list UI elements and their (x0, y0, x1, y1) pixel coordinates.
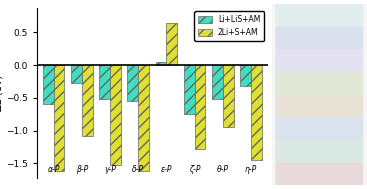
FancyBboxPatch shape (275, 49, 363, 72)
FancyBboxPatch shape (275, 163, 363, 185)
Y-axis label: ΔE (eV): ΔE (eV) (0, 74, 3, 111)
Text: ζ-P: ζ-P (189, 165, 200, 174)
FancyBboxPatch shape (275, 72, 363, 94)
Text: θ-P: θ-P (217, 165, 229, 174)
FancyBboxPatch shape (275, 26, 363, 49)
Text: ε-P: ε-P (161, 165, 172, 174)
Text: η-P: η-P (245, 165, 257, 174)
Text: γ-P: γ-P (104, 165, 116, 174)
FancyBboxPatch shape (275, 94, 363, 117)
Bar (166, 23, 177, 65)
Bar (251, 65, 262, 160)
Bar (110, 65, 121, 165)
Text: α-P: α-P (47, 165, 60, 174)
Bar (156, 62, 166, 65)
Bar (184, 65, 195, 114)
Bar (240, 65, 251, 86)
Bar (195, 65, 205, 149)
Legend: Li+LiS+AM, 2Li+S+AM: Li+LiS+AM, 2Li+S+AM (194, 11, 264, 41)
Bar (43, 65, 54, 104)
Text: δ-P: δ-P (132, 165, 144, 174)
Bar (99, 65, 110, 99)
Bar (138, 65, 149, 171)
FancyBboxPatch shape (275, 4, 363, 26)
Bar (127, 65, 138, 101)
FancyBboxPatch shape (275, 140, 363, 163)
Bar (223, 65, 233, 127)
Bar (212, 65, 223, 99)
Bar (54, 65, 64, 171)
FancyBboxPatch shape (275, 117, 363, 140)
Bar (71, 65, 82, 84)
Text: β-P: β-P (76, 165, 88, 174)
Bar (82, 65, 92, 136)
